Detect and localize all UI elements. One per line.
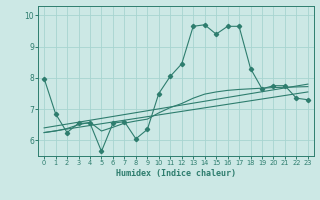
X-axis label: Humidex (Indice chaleur): Humidex (Indice chaleur) (116, 169, 236, 178)
